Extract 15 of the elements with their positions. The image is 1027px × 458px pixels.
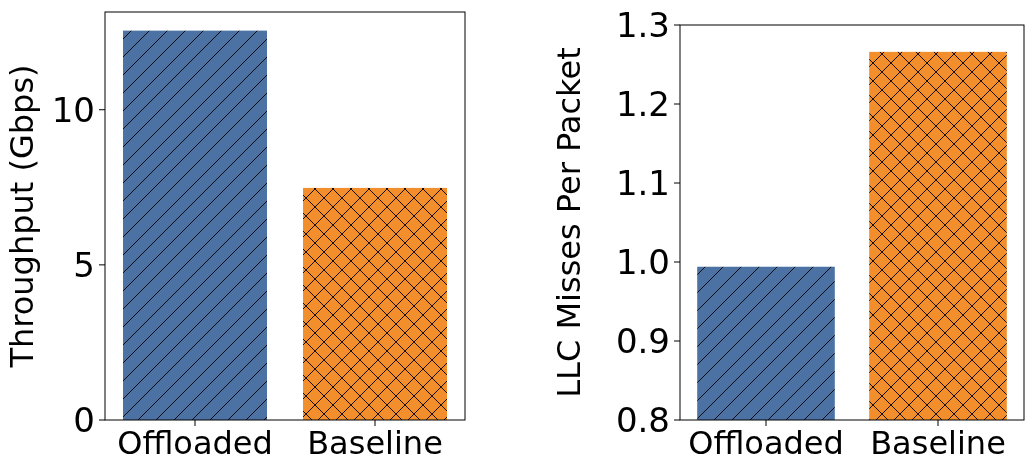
x-tick-label: Baseline [870, 424, 1006, 458]
y-axis-title: LLC Misses Per Packet [550, 47, 588, 398]
y-tick-label: 1.1 [615, 163, 670, 204]
x-tick-label: Offloaded [117, 424, 273, 458]
y-tick-label: 1.2 [615, 84, 670, 125]
x-tick-label: Baseline [307, 424, 443, 458]
y-tick-label: 1.0 [615, 242, 670, 283]
y-tick-label: 5 [73, 245, 95, 286]
x-tick-label: Offloaded [688, 424, 844, 458]
y-tick-label: 0 [73, 400, 95, 441]
y-tick-label: 1.3 [615, 5, 670, 46]
y-tick-label: 10 [51, 89, 95, 130]
y-axis-title: Throughput (Gbps) [3, 64, 41, 369]
y-tick-label: 0.9 [615, 321, 670, 362]
y-tick-label: 0.8 [615, 400, 670, 441]
